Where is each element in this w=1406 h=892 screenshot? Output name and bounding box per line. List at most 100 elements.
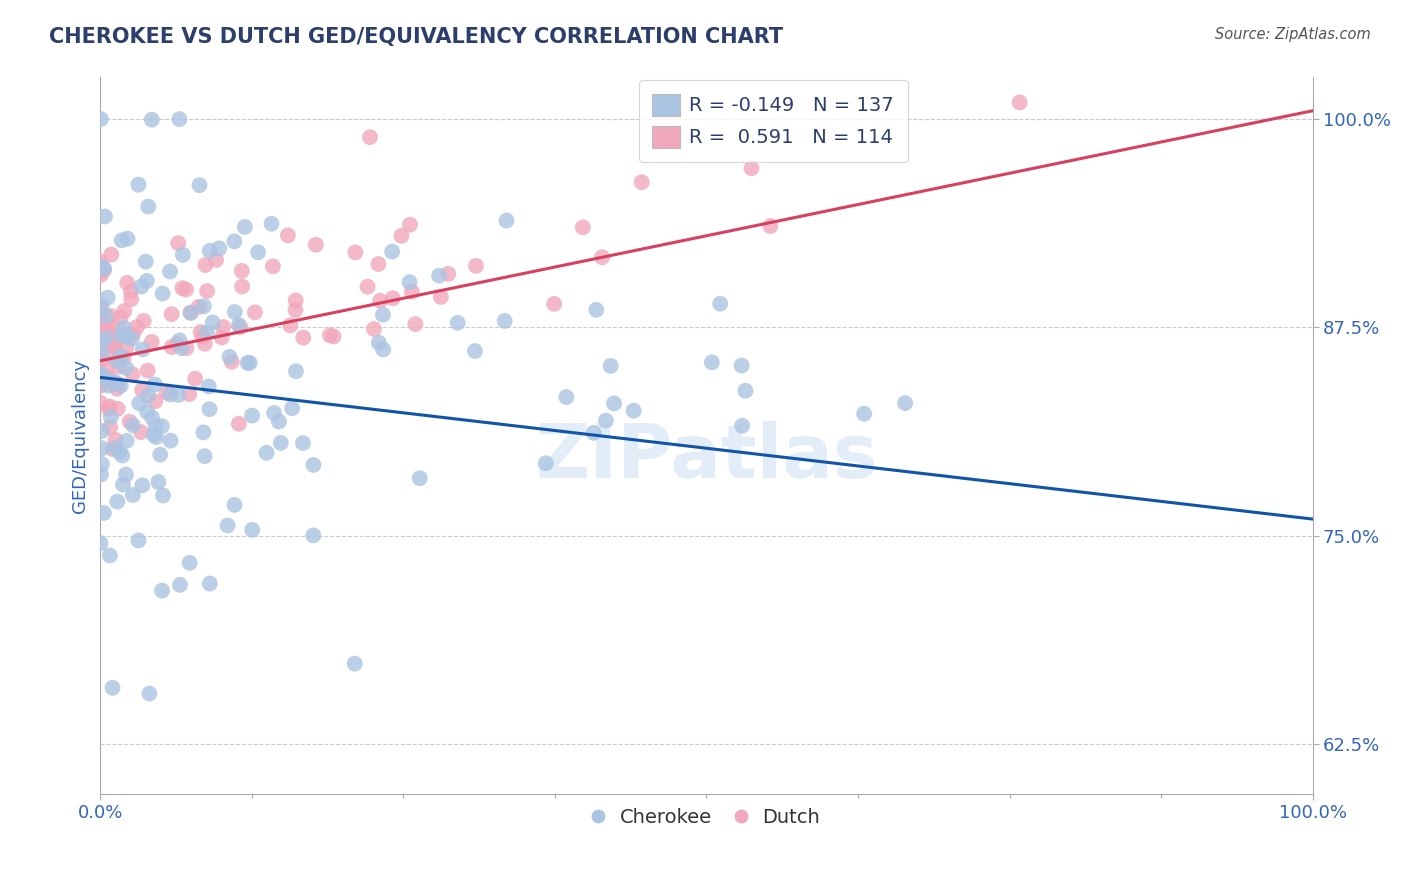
Point	[731, 418, 754, 433]
Point	[169, 112, 191, 127]
Point	[359, 130, 381, 145]
Point	[121, 488, 143, 502]
Point	[90, 307, 112, 321]
Point	[97, 378, 120, 392]
Point	[169, 334, 191, 348]
Text: ZIPatlas: ZIPatlas	[536, 421, 877, 494]
Point	[197, 379, 219, 393]
Point	[104, 333, 127, 347]
Point	[96, 359, 118, 374]
Point	[894, 396, 917, 410]
Point	[224, 235, 246, 249]
Point	[128, 396, 150, 410]
Point	[447, 316, 470, 330]
Point	[142, 427, 165, 442]
Point	[160, 307, 183, 321]
Point	[136, 405, 159, 419]
Point	[91, 442, 114, 456]
Point	[292, 331, 315, 345]
Point	[167, 388, 190, 402]
Point	[90, 338, 112, 352]
Point	[105, 494, 128, 508]
Point	[228, 417, 250, 431]
Point	[105, 353, 128, 368]
Point	[381, 291, 404, 305]
Point	[94, 375, 117, 389]
Point	[90, 326, 112, 341]
Point	[233, 219, 256, 234]
Point	[495, 213, 517, 227]
Point	[319, 328, 342, 343]
Point	[110, 310, 132, 325]
Point	[97, 347, 120, 361]
Point	[132, 314, 155, 328]
Point	[582, 425, 605, 440]
Point	[239, 356, 262, 370]
Point	[344, 245, 367, 260]
Point	[277, 228, 299, 243]
Point	[595, 414, 617, 428]
Point	[172, 281, 194, 295]
Point	[111, 328, 134, 343]
Point	[159, 387, 181, 401]
Point	[115, 340, 138, 354]
Point	[98, 420, 121, 434]
Point	[262, 260, 284, 274]
Point	[381, 244, 404, 259]
Point	[367, 335, 389, 350]
Point	[143, 377, 166, 392]
Point	[243, 305, 266, 319]
Point	[131, 478, 153, 492]
Point	[89, 536, 111, 550]
Point	[107, 376, 129, 391]
Point	[240, 523, 263, 537]
Point	[322, 329, 344, 343]
Point	[108, 359, 131, 374]
Point	[356, 279, 378, 293]
Point	[730, 359, 752, 373]
Point	[111, 234, 134, 248]
Point	[121, 368, 143, 382]
Point	[198, 244, 221, 258]
Point	[159, 434, 181, 448]
Point	[198, 402, 221, 417]
Point	[90, 424, 112, 438]
Point	[170, 341, 193, 355]
Point	[195, 326, 218, 340]
Point	[585, 302, 607, 317]
Point	[401, 285, 423, 299]
Point	[115, 361, 138, 376]
Point	[90, 353, 112, 368]
Point	[167, 236, 190, 251]
Point	[91, 346, 114, 360]
Point	[166, 337, 188, 351]
Point	[89, 330, 111, 344]
Point	[373, 343, 395, 357]
Point	[302, 528, 325, 542]
Point	[543, 297, 565, 311]
Point	[572, 220, 595, 235]
Point	[193, 449, 215, 463]
Point	[240, 409, 263, 423]
Point	[236, 356, 259, 370]
Point	[96, 323, 118, 337]
Point	[591, 250, 613, 264]
Point	[229, 320, 252, 334]
Point	[97, 371, 120, 385]
Point	[111, 449, 134, 463]
Point	[90, 112, 112, 127]
Point	[150, 419, 173, 434]
Point	[630, 175, 652, 189]
Point	[110, 378, 132, 392]
Point	[494, 314, 516, 328]
Point	[112, 351, 135, 365]
Point	[603, 396, 626, 410]
Point	[247, 245, 270, 260]
Point	[224, 498, 246, 512]
Point	[103, 375, 125, 389]
Point	[212, 320, 235, 334]
Point	[120, 292, 142, 306]
Point	[118, 415, 141, 429]
Point	[169, 578, 191, 592]
Point	[121, 332, 143, 346]
